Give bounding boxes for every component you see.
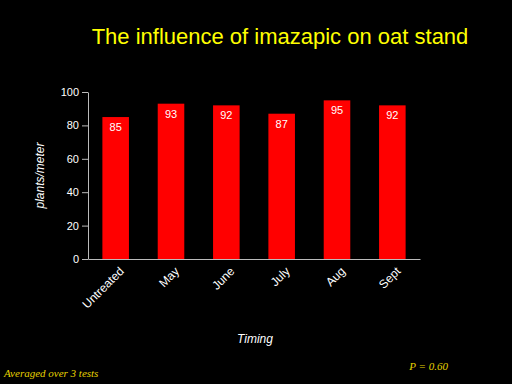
data-labels: 85 93 92 87 95 92 xyxy=(110,104,399,133)
bar xyxy=(324,100,351,259)
x-tick-label: Untreated xyxy=(80,264,127,311)
y-tick: 20 xyxy=(67,220,88,232)
data-label: 93 xyxy=(165,108,177,120)
x-tick: Sept xyxy=(376,259,404,292)
y-axis: 0 20 40 60 80 100 xyxy=(61,86,89,265)
bar xyxy=(379,105,406,259)
y-tick-label: 100 xyxy=(61,86,79,98)
x-tick-label: Aug xyxy=(323,264,348,289)
x-axis-line xyxy=(89,259,421,260)
chart: The influence of imazapic on oat stand 85… xyxy=(0,0,512,384)
y-tick-mark xyxy=(82,159,88,160)
bar xyxy=(102,117,129,259)
x-tick-label: July xyxy=(268,264,293,289)
bar xyxy=(268,114,295,259)
bars xyxy=(102,100,405,259)
title: The influence of imazapic on oat stand xyxy=(92,24,469,49)
x-tick: May xyxy=(156,259,182,290)
background xyxy=(0,0,512,384)
y-axis-line xyxy=(88,93,89,260)
annotation: P = 0.60 xyxy=(408,360,448,372)
y-tick-mark xyxy=(82,125,88,126)
data-label: 85 xyxy=(110,121,122,133)
x-axis: Untreated May June July Aug Sept xyxy=(80,259,421,311)
y-tick-mark xyxy=(82,192,88,193)
y-tick-label: 20 xyxy=(67,220,79,232)
y-tick-mark xyxy=(82,92,88,93)
data-label: 95 xyxy=(331,104,343,116)
y-tick-label: 0 xyxy=(73,253,79,265)
y-tick-label: 40 xyxy=(67,186,79,198)
x-tick-label: June xyxy=(209,264,238,293)
x-tick: July xyxy=(268,259,293,289)
y-tick-mark xyxy=(82,259,88,260)
x-tick-label: Sept xyxy=(376,264,404,292)
y-tick: 80 xyxy=(67,119,88,131)
y-tick: 100 xyxy=(61,86,88,98)
annotation: Averaged over 3 tests xyxy=(3,367,98,379)
x-tick: June xyxy=(209,259,238,292)
x-axis-title: Timing xyxy=(237,332,273,346)
y-axis-title: plants/meter xyxy=(33,141,47,209)
data-label: 92 xyxy=(386,109,398,121)
y-tick-label: 60 xyxy=(67,153,79,165)
bar xyxy=(158,104,185,259)
data-label: 92 xyxy=(220,109,232,121)
bar xyxy=(213,105,240,259)
y-tick: 60 xyxy=(67,153,88,165)
y-tick-mark xyxy=(82,226,88,227)
y-tick: 40 xyxy=(67,186,88,198)
data-label: 87 xyxy=(276,118,288,130)
x-tick: Aug xyxy=(323,259,348,289)
x-tick-label: May xyxy=(156,264,182,290)
x-tick: Untreated xyxy=(80,259,127,311)
y-tick: 0 xyxy=(73,253,88,265)
y-tick-label: 80 xyxy=(67,119,79,131)
